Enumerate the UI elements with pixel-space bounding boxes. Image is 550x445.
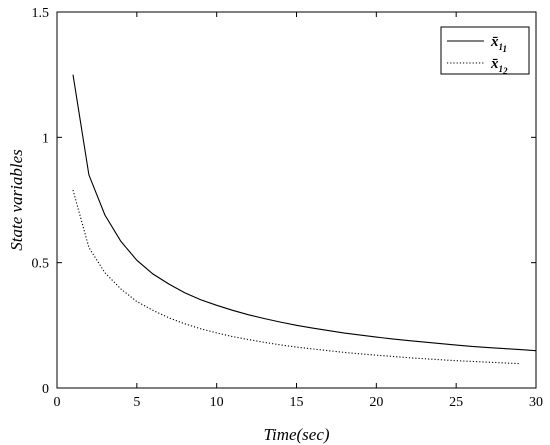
series-layer	[72, 74, 537, 365]
x-axis-title: Time(sec)	[263, 425, 329, 444]
legend-box	[440, 26, 530, 75]
y-axis-title: State variables	[7, 149, 26, 251]
y-tick-label: 0.5	[32, 257, 50, 272]
x-tick-label: 10	[210, 395, 224, 410]
y-tick-label: 1	[42, 131, 49, 146]
series-line-2	[72, 189, 521, 365]
series-line-1	[72, 74, 537, 352]
legend-label-2: x̄12	[490, 56, 508, 76]
y-tick-label: 0	[42, 382, 49, 397]
x-tick-label: 30	[529, 395, 543, 410]
x-tick-label: 0	[54, 395, 61, 410]
x-tick-label: 20	[369, 395, 383, 410]
x-tick-label: 15	[290, 395, 304, 410]
legend: x̄11 x̄12	[440, 26, 530, 76]
y-tick-label: 1.5	[32, 6, 50, 21]
axis-ticks: 0 5 10 15 20 25 30 0 0.5 1 1.5	[32, 6, 544, 410]
x-tick-label: 25	[449, 395, 463, 410]
x-tick-label: 5	[133, 395, 140, 410]
legend-label-1: x̄11	[490, 34, 507, 54]
